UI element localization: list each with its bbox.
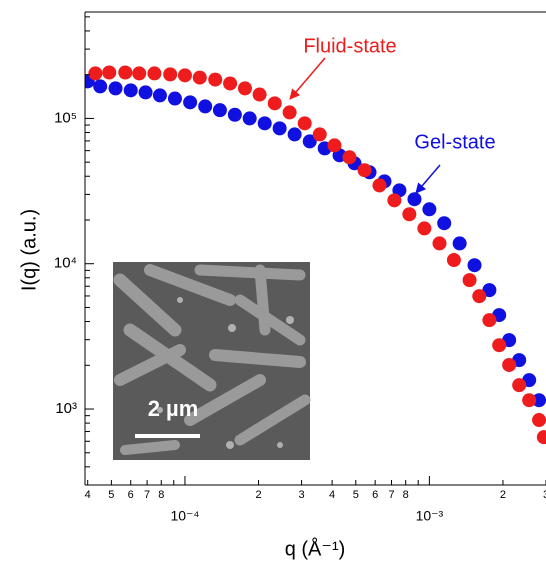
data-point [372,178,386,192]
data-point [522,393,536,407]
x-tick-label: 7 [144,489,150,501]
x-tick-label: 8 [403,489,409,501]
data-point [153,88,167,102]
x-axis-label: q (Å⁻¹) [285,537,346,560]
data-point [288,127,302,141]
x-tick-label: 3 [299,489,305,501]
data-point [168,92,182,106]
data-point [437,216,451,230]
annotation: Gel-state [414,131,495,153]
data-point [327,138,341,152]
data-point [468,258,482,272]
data-point [537,430,546,444]
data-point [243,111,257,125]
x-tick-label: 10⁻⁴ [170,508,199,524]
data-point [147,66,161,80]
data-point [139,85,153,99]
data-point [198,99,212,113]
data-point [193,71,207,85]
data-point [492,338,506,352]
data-point [93,79,107,93]
scale-label: 2 µm [148,396,199,421]
x-tick-label: 6 [128,489,134,501]
data-point [102,66,116,80]
data-point [402,207,416,221]
data-point [453,236,467,250]
x-tick-label: 2 [500,489,506,501]
annotation: Fluid-state [303,35,396,57]
data-point [502,358,516,372]
x-tick-label: 8 [158,489,164,501]
data-point [213,103,227,117]
data-point [228,108,242,122]
data-point [258,116,272,130]
data-point [273,121,287,135]
data-point [109,81,123,95]
data-point [463,273,477,287]
data-point [163,67,177,81]
y-tick-label: 10⁵ [54,109,77,126]
data-point [512,378,526,392]
x-tick-label: 6 [372,489,378,501]
data-point [432,236,446,250]
data-point [132,66,146,80]
data-point [422,202,436,216]
data-point [417,221,431,235]
page: {"chart_data": { "type": "scatter", "xla… [0,0,546,565]
annotation-arrow [416,165,440,193]
data-point [88,66,102,80]
x-tick-label: 4 [85,489,91,501]
x-tick-label: 4 [329,489,335,501]
x-tick-label: 7 [388,489,394,501]
data-point [472,289,486,303]
x-tick-label: 10⁻³ [416,508,444,524]
data-point [283,105,297,119]
data-point [223,76,237,90]
y-axis-label: I(q) (a.u.) [18,209,40,291]
data-point [118,66,132,80]
data-point [298,116,312,130]
data-point [482,313,496,327]
data-point [313,127,327,141]
data-point [208,73,222,87]
data-point [342,150,356,164]
data-point [238,81,252,95]
y-tick-label: 10³ [55,400,77,417]
x-tick-label: 5 [108,489,114,501]
data-point [124,83,138,97]
annotation-arrow [290,58,325,99]
x-tick-label: 5 [353,489,359,501]
data-point [178,68,192,82]
data-point [447,253,461,267]
data-point [358,163,372,177]
x-tick-label: 2 [255,489,261,501]
data-point [253,88,267,102]
data-point [387,193,401,207]
data-point [532,413,546,427]
chart: 2 µm Fluid-state Gel-state q (Å⁻¹) I(q) … [0,0,546,565]
data-point [268,96,282,110]
data-point [407,192,421,206]
data-point [183,95,197,109]
inset-image: 2 µm [113,262,310,460]
y-tick-label: 10⁴ [54,255,77,272]
